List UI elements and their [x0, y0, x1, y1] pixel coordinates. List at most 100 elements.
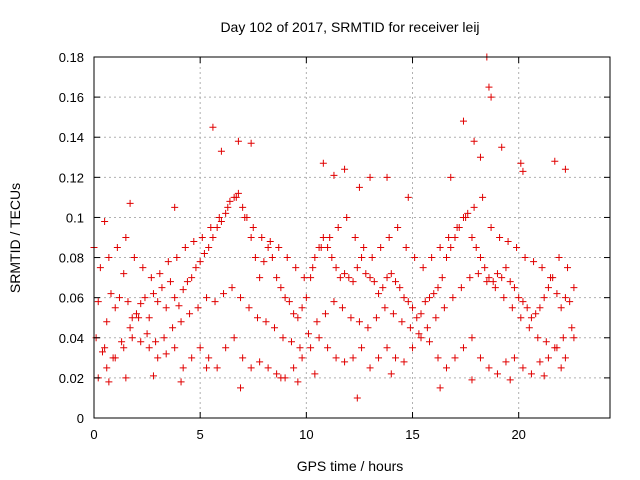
data-point [279, 334, 287, 342]
data-point [156, 270, 164, 278]
data-point [502, 264, 510, 272]
data-point [370, 278, 378, 286]
data-point [332, 264, 340, 272]
data-point [277, 284, 285, 292]
data-point [510, 284, 518, 292]
data-point [381, 304, 389, 312]
data-point [149, 290, 157, 298]
data-point [564, 264, 572, 272]
data-point [177, 318, 185, 326]
data-point [506, 278, 514, 286]
chart-title: Day 102 of 2017, SRMTID for receiver lei… [220, 19, 479, 35]
data-point [387, 270, 395, 278]
data-point [103, 364, 111, 372]
data-point [266, 238, 274, 246]
data-point [234, 189, 242, 197]
data-point [124, 298, 132, 306]
data-point [472, 244, 480, 252]
data-point [519, 167, 527, 175]
data-point [485, 83, 493, 91]
data-point [426, 338, 434, 346]
data-point [294, 378, 302, 386]
data-point [527, 370, 535, 378]
data-point [485, 364, 493, 372]
data-point [404, 298, 412, 306]
data-point [517, 314, 525, 322]
data-point [489, 278, 497, 286]
data-point [536, 304, 544, 312]
data-point [290, 310, 298, 318]
data-point [476, 254, 484, 262]
data-point [459, 344, 467, 352]
data-point [179, 364, 187, 372]
data-point [462, 213, 470, 221]
data-point [481, 264, 489, 272]
data-point [311, 254, 319, 262]
y-tick-label: 0.08 [59, 251, 84, 266]
y-tick-label: 0.02 [59, 371, 84, 386]
data-point [366, 173, 374, 181]
data-point [237, 384, 245, 392]
data-point [132, 310, 140, 318]
data-point [409, 304, 417, 312]
data-point [392, 354, 400, 362]
data-point [260, 258, 268, 266]
data-point [468, 334, 476, 342]
data-point [188, 274, 196, 282]
data-point [173, 254, 181, 262]
data-point [345, 274, 353, 282]
data-point [389, 310, 397, 318]
data-point [493, 370, 501, 378]
x-tick-label: 20 [511, 427, 525, 442]
data-point [239, 354, 247, 362]
data-point [270, 324, 278, 332]
data-point [568, 324, 576, 332]
data-point [464, 209, 472, 217]
data-point [101, 217, 109, 225]
data-point [383, 274, 391, 282]
data-point [411, 254, 419, 262]
data-point [324, 344, 332, 352]
data-point [254, 314, 262, 322]
data-point [281, 294, 289, 302]
data-point [474, 270, 482, 278]
data-point [353, 264, 361, 272]
data-point [205, 354, 213, 362]
data-point [383, 173, 391, 181]
data-point [94, 298, 102, 306]
data-point [510, 354, 518, 362]
data-point [498, 274, 506, 282]
data-point [349, 278, 357, 286]
data-point [453, 223, 461, 231]
data-point [387, 370, 395, 378]
data-point [292, 264, 300, 272]
data-point [247, 234, 255, 241]
data-point [500, 294, 508, 302]
data-point [360, 244, 368, 252]
data-point [491, 284, 499, 292]
data-point [126, 324, 134, 332]
data-point [169, 324, 177, 332]
data-point [440, 304, 448, 312]
data-point [343, 213, 351, 221]
data-point [377, 244, 385, 252]
data-points [90, 53, 578, 402]
data-point [247, 139, 255, 147]
data-point [506, 376, 514, 384]
data-point [275, 244, 283, 252]
data-point [128, 334, 136, 342]
data-point [319, 234, 327, 241]
data-point [476, 153, 484, 161]
data-point [379, 284, 387, 292]
data-point [417, 334, 425, 342]
data-point [445, 234, 453, 241]
data-point [137, 338, 145, 346]
data-point [451, 354, 459, 362]
data-point [118, 338, 126, 346]
data-point [341, 165, 349, 173]
data-point [402, 244, 410, 252]
data-point [347, 314, 355, 322]
data-point [298, 354, 306, 362]
data-point [149, 372, 157, 380]
data-point [417, 310, 425, 318]
